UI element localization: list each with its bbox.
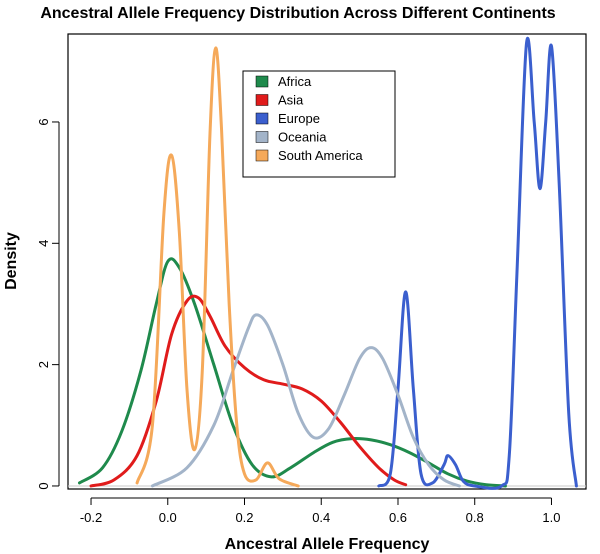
y-tick-label: 4 xyxy=(36,240,51,247)
series-line-asia xyxy=(89,294,408,488)
legend-swatch-europe xyxy=(255,112,269,125)
chart-title: Ancestral Allele Frequency Distribution … xyxy=(40,5,555,22)
x-tick-label: 1.0 xyxy=(542,510,560,525)
series-line-europe xyxy=(377,36,578,490)
legend-box xyxy=(242,70,396,178)
y-tick-label: 2 xyxy=(36,361,51,368)
y-axis-label: Density xyxy=(3,232,20,290)
legend-swatch-south-america xyxy=(255,149,269,162)
legend-label-oceania: Oceania xyxy=(278,130,327,145)
x-tick-label: 0.6 xyxy=(389,510,407,525)
series-line-south-america xyxy=(135,46,300,488)
plot-frame xyxy=(67,33,587,490)
y-tick-label: 0 xyxy=(36,482,51,489)
legend-swatch-asia xyxy=(255,94,269,106)
legend-label-asia: Asia xyxy=(278,93,304,108)
series-line-africa xyxy=(78,257,507,488)
series-line-oceania xyxy=(150,313,461,488)
x-tick-label: 0.0 xyxy=(159,510,177,525)
y-axis: 0 2 4 6 xyxy=(36,118,60,490)
legend: Africa Asia Europe Oceania South America xyxy=(242,70,396,178)
x-tick-label: 0.2 xyxy=(235,510,253,525)
legend-label-africa: Africa xyxy=(278,74,312,89)
legend-label-south-america: South America xyxy=(278,148,363,163)
y-tick-label: 6 xyxy=(36,118,51,125)
legend-swatch-oceania xyxy=(255,131,269,143)
x-tick-label: 0.8 xyxy=(466,510,484,525)
x-tick-label: -0.2 xyxy=(80,510,102,525)
x-axis-label: Ancestral Allele Frequency xyxy=(225,536,430,553)
legend-label-europe: Europe xyxy=(278,111,320,126)
series-layer xyxy=(78,36,578,490)
x-axis: -0.2 0.0 0.2 0.4 0.6 0.8 1.0 xyxy=(80,497,561,525)
legend-swatch-africa xyxy=(255,75,269,88)
x-tick-label: 0.4 xyxy=(312,510,330,525)
